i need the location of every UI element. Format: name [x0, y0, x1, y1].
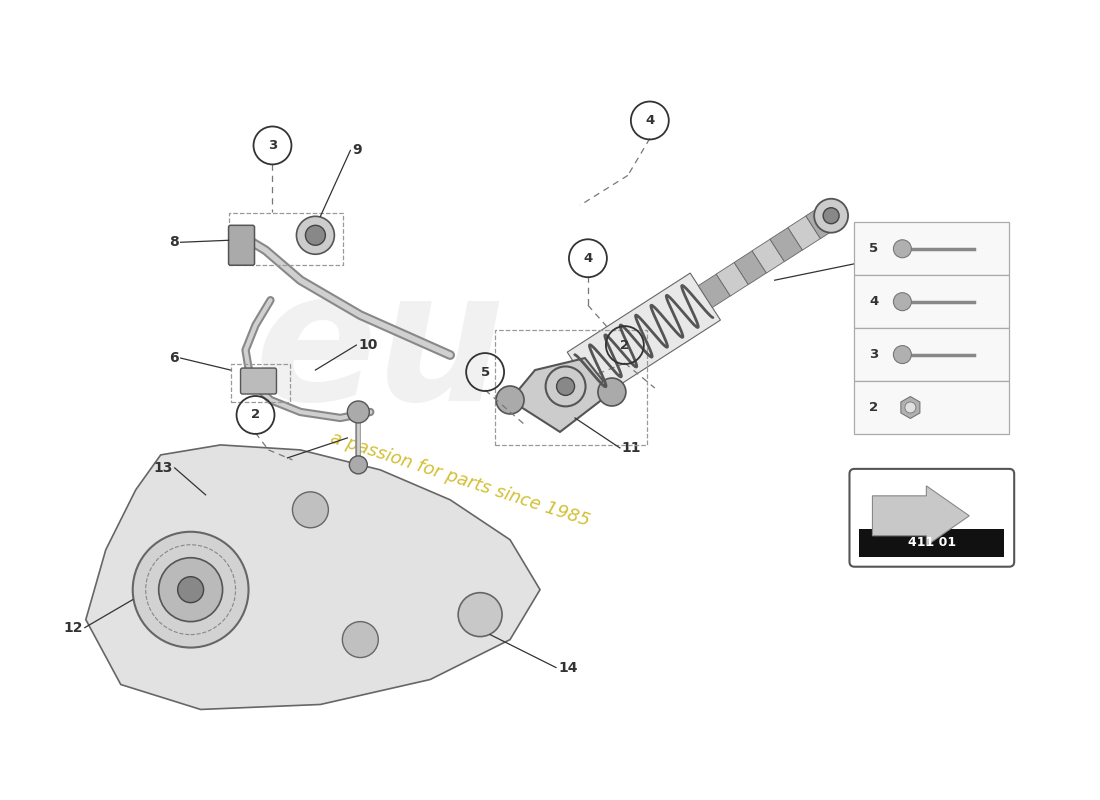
- Circle shape: [348, 401, 370, 423]
- Text: a passion for parts since 1985: a passion for parts since 1985: [328, 430, 592, 530]
- Circle shape: [296, 216, 334, 254]
- Polygon shape: [734, 251, 767, 285]
- Text: 5: 5: [869, 242, 879, 255]
- Text: 10: 10: [359, 338, 377, 352]
- Text: 4: 4: [583, 252, 593, 265]
- Text: 3: 3: [869, 348, 879, 361]
- Bar: [855, 381, 1009, 434]
- Polygon shape: [872, 486, 969, 546]
- Circle shape: [905, 402, 916, 413]
- Circle shape: [546, 366, 585, 406]
- Circle shape: [496, 386, 524, 414]
- Circle shape: [158, 558, 222, 622]
- Polygon shape: [806, 204, 838, 238]
- Circle shape: [823, 208, 839, 224]
- Circle shape: [293, 492, 329, 528]
- Text: 2: 2: [251, 409, 260, 422]
- Polygon shape: [698, 274, 730, 307]
- Circle shape: [133, 532, 249, 647]
- Polygon shape: [788, 216, 821, 250]
- Circle shape: [557, 378, 574, 395]
- Bar: [855, 275, 1009, 328]
- Polygon shape: [901, 397, 920, 418]
- Polygon shape: [510, 358, 612, 432]
- Bar: [231, 364, 290, 402]
- Bar: [229, 214, 343, 266]
- Circle shape: [598, 378, 626, 406]
- Text: 8: 8: [169, 235, 178, 250]
- Text: 2: 2: [620, 338, 629, 351]
- Polygon shape: [568, 273, 720, 399]
- Text: 11: 11: [621, 441, 641, 455]
- Polygon shape: [86, 445, 540, 710]
- Text: 4: 4: [646, 114, 654, 127]
- Circle shape: [893, 346, 912, 363]
- Circle shape: [814, 198, 848, 233]
- Text: 2: 2: [869, 401, 879, 414]
- Bar: [855, 222, 1009, 275]
- Text: 3: 3: [268, 139, 277, 152]
- Circle shape: [459, 593, 502, 637]
- Circle shape: [306, 226, 326, 246]
- Text: 1: 1: [884, 251, 894, 266]
- Circle shape: [342, 622, 378, 658]
- Text: eu: eu: [255, 262, 506, 438]
- Circle shape: [893, 240, 912, 258]
- Polygon shape: [752, 239, 784, 273]
- Text: 5: 5: [481, 366, 490, 378]
- Circle shape: [350, 456, 367, 474]
- Text: 7: 7: [276, 451, 286, 465]
- Polygon shape: [770, 227, 802, 262]
- Text: 9: 9: [352, 143, 362, 158]
- FancyBboxPatch shape: [241, 368, 276, 394]
- Text: 14: 14: [558, 661, 578, 674]
- Bar: [855, 328, 1009, 381]
- FancyBboxPatch shape: [849, 469, 1014, 566]
- Circle shape: [893, 293, 912, 310]
- Text: 13: 13: [153, 461, 173, 475]
- Circle shape: [177, 577, 204, 602]
- Text: 411 01: 411 01: [908, 536, 956, 550]
- Text: 4: 4: [869, 295, 879, 308]
- FancyBboxPatch shape: [229, 226, 254, 266]
- Text: 12: 12: [64, 621, 82, 634]
- Bar: [859, 529, 1004, 557]
- Polygon shape: [716, 262, 748, 296]
- Text: 6: 6: [169, 351, 178, 365]
- Bar: [495, 330, 647, 445]
